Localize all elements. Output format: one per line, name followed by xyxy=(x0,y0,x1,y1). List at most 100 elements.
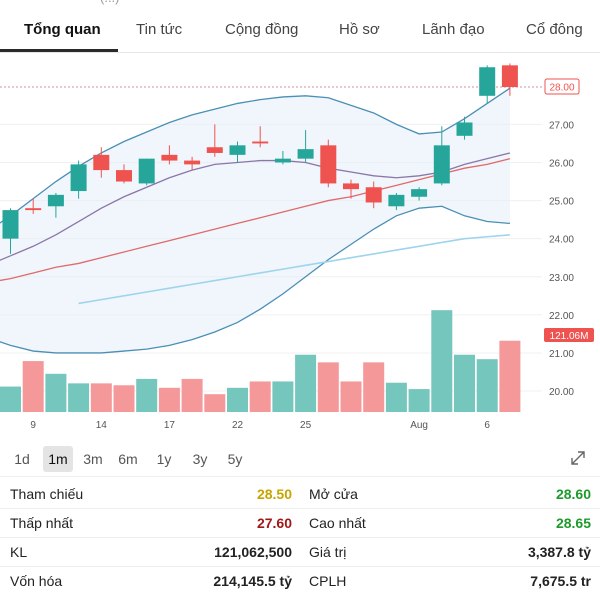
candle-up xyxy=(297,149,314,159)
volume-bar xyxy=(113,385,135,412)
stat-thap-nhat-value: 27.60 xyxy=(256,515,292,531)
tab-tong-quan[interactable]: Tổng quan xyxy=(24,21,101,38)
ma-mid-line xyxy=(0,158,511,282)
tab-lanh-dao[interactable]: Lãnh đạo xyxy=(422,21,485,38)
x-tick-label: Aug xyxy=(410,420,428,431)
stats-panel: Tham chiếu 28.50 Mở cửa 28.60 Thấp nhất … xyxy=(0,480,600,600)
tab-ho-so[interactable]: Hồ sơ xyxy=(339,21,380,38)
tab-cong-dong[interactable]: Cộng đồng xyxy=(225,21,299,38)
stat-von-hoa-label: Vốn hóa xyxy=(10,573,63,589)
volume-bar xyxy=(68,383,90,412)
candle-down xyxy=(25,208,42,211)
candle-down xyxy=(320,145,337,184)
stat-tham-chieu-value: 28.50 xyxy=(256,486,292,502)
candle-up xyxy=(229,145,246,155)
y-tick-label: 25.00 xyxy=(549,197,574,208)
candle-up xyxy=(70,164,87,192)
volume-bar xyxy=(158,387,180,412)
volume-bar xyxy=(340,381,362,412)
volume-bar xyxy=(476,359,498,412)
range-selector: 1d 1m 3m 6m 1y 3y 5y xyxy=(0,444,600,477)
candle-down xyxy=(161,154,178,161)
stat-kl-label: KL xyxy=(10,544,28,560)
ma-long-line xyxy=(78,234,510,305)
candle-up xyxy=(479,67,496,96)
volume-tag-label: 121.06M xyxy=(550,331,589,342)
volume-bar xyxy=(408,389,430,412)
stat-kl: KL 121,062,500 xyxy=(10,538,292,567)
last-price-label: 28.00 xyxy=(549,83,574,94)
candle-down xyxy=(343,183,359,190)
ma-short-line xyxy=(0,152,511,261)
candle-up xyxy=(2,210,19,239)
stat-cplh-value: 7,675.5 tr xyxy=(530,573,591,589)
x-tick-label: 9 xyxy=(30,420,36,431)
header-partial: (...) xyxy=(0,0,600,8)
stat-cplh: CPLH 7,675.5 tr xyxy=(309,567,591,596)
range-1d[interactable]: 1d xyxy=(14,451,30,467)
range-1y[interactable]: 1y xyxy=(156,451,172,467)
stat-von-hoa: Vốn hóa 214,145.5 tỷ xyxy=(10,567,292,596)
stat-gia-tri-value: 3,387.8 tỷ xyxy=(527,544,591,560)
range-3m[interactable]: 3m xyxy=(83,451,103,467)
stat-gia-tri: Giá trị 3,387.8 tỷ xyxy=(309,538,591,567)
y-tick-label: 26.00 xyxy=(549,158,574,169)
volume-bar xyxy=(136,378,158,412)
volume-bar xyxy=(22,361,44,412)
x-tick-label: 25 xyxy=(300,420,312,431)
active-tab-indicator xyxy=(0,49,118,52)
volume-bar xyxy=(499,340,521,412)
stat-cplh-label: CPLH xyxy=(309,573,347,589)
volume-bar xyxy=(385,382,407,412)
candle-up xyxy=(433,145,450,184)
volume-bar xyxy=(363,362,385,412)
price-chart[interactable]: 27.00 26.00 25.00 24.00 23.00 22.00 21.00 20.00… xyxy=(0,52,600,440)
y-tick-label: 27.00 xyxy=(549,120,574,131)
y-tick-label: 23.00 xyxy=(549,273,574,284)
stat-gia-tri-label: Giá trị xyxy=(309,544,347,560)
stats-divider xyxy=(0,537,600,538)
volume-bar xyxy=(227,387,248,412)
stat-mo-cua-value: 28.60 xyxy=(555,486,591,502)
range-5y[interactable]: 5y xyxy=(227,451,243,467)
stat-cao-nhat-label: Cao nhất xyxy=(309,515,366,531)
stat-mo-cua-label: Mở cửa xyxy=(309,486,358,502)
candle-down xyxy=(501,65,518,88)
stat-tham-chieu-label: Tham chiếu xyxy=(10,486,84,502)
candle-up xyxy=(388,194,405,207)
expand-diagonal-icon[interactable] xyxy=(568,448,588,468)
candle-down xyxy=(365,187,382,203)
tab-tin-tuc[interactable]: Tin tức xyxy=(136,21,183,38)
volume-bar xyxy=(295,354,317,412)
volume-tag xyxy=(544,327,594,342)
candle-up xyxy=(138,158,155,184)
volume-bar xyxy=(317,362,339,412)
volume-bar xyxy=(431,310,453,412)
volume-bar xyxy=(90,383,112,412)
candle-down xyxy=(116,170,132,182)
range-1m[interactable]: 1m xyxy=(43,446,73,472)
y-tick-label: 21.00 xyxy=(549,349,574,360)
volume-bar xyxy=(0,386,21,412)
stat-von-hoa-value: 214,145.5 tỷ xyxy=(213,573,292,589)
volume-bar xyxy=(45,373,67,412)
candle-down xyxy=(184,160,201,165)
candle-down xyxy=(206,147,223,153)
range-6m[interactable]: 6m xyxy=(118,451,138,467)
x-tick-label: 17 xyxy=(164,420,176,431)
stats-divider xyxy=(0,508,600,509)
volume-bar xyxy=(181,378,203,412)
header-partial-text: (...) xyxy=(100,0,120,5)
range-3y[interactable]: 3y xyxy=(192,451,208,467)
y-tick-label: 24.00 xyxy=(549,235,574,246)
tab-co-dong[interactable]: Cổ đông xyxy=(526,21,583,38)
candle-up xyxy=(274,158,291,163)
candle-down xyxy=(93,154,110,171)
x-tick-label: 6 xyxy=(484,420,490,431)
candle-up xyxy=(411,189,428,197)
volume-bar xyxy=(454,354,475,412)
volume-bar xyxy=(272,381,294,412)
stats-divider xyxy=(0,566,600,567)
volume-bar xyxy=(249,381,271,412)
candle-up xyxy=(47,194,64,207)
